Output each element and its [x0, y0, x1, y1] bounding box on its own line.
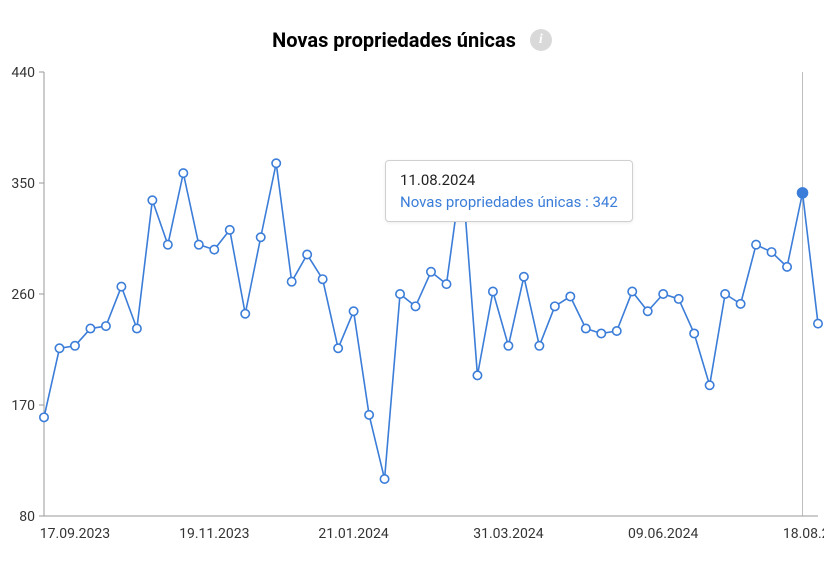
svg-text:80: 80: [19, 509, 35, 525]
svg-text:19.11.2023: 19.11.2023: [179, 526, 249, 542]
svg-text:350: 350: [11, 176, 35, 192]
svg-text:260: 260: [11, 287, 35, 303]
tooltip-value: 342: [593, 193, 618, 211]
tooltip-series: Novas propriedades únicas : 342: [400, 193, 618, 211]
svg-text:170: 170: [11, 398, 35, 414]
tooltip-series-label: Novas propriedades únicas: [400, 193, 581, 211]
chart-container: Novas propriedades únicas i 801702603504…: [0, 0, 824, 564]
chart-plot[interactable]: 80 170 260 350 440 17.09.2023 19.11.2023 21.01.…: [0, 0, 824, 564]
svg-text:18.08.2024: 18.08.2024: [783, 526, 824, 542]
svg-text:440: 440: [11, 65, 35, 81]
svg-text:31.03.2024: 31.03.2024: [473, 526, 543, 542]
svg-text:09.06.2024: 09.06.2024: [628, 526, 698, 542]
svg-text:21.01.2024: 21.01.2024: [318, 526, 388, 542]
tooltip-separator: :: [585, 193, 592, 211]
tooltip: 11.08.2024 Novas propriedades únicas : 3…: [385, 160, 633, 222]
svg-text:17.09.2023: 17.09.2023: [40, 526, 110, 542]
tooltip-date: 11.08.2024: [400, 171, 618, 189]
